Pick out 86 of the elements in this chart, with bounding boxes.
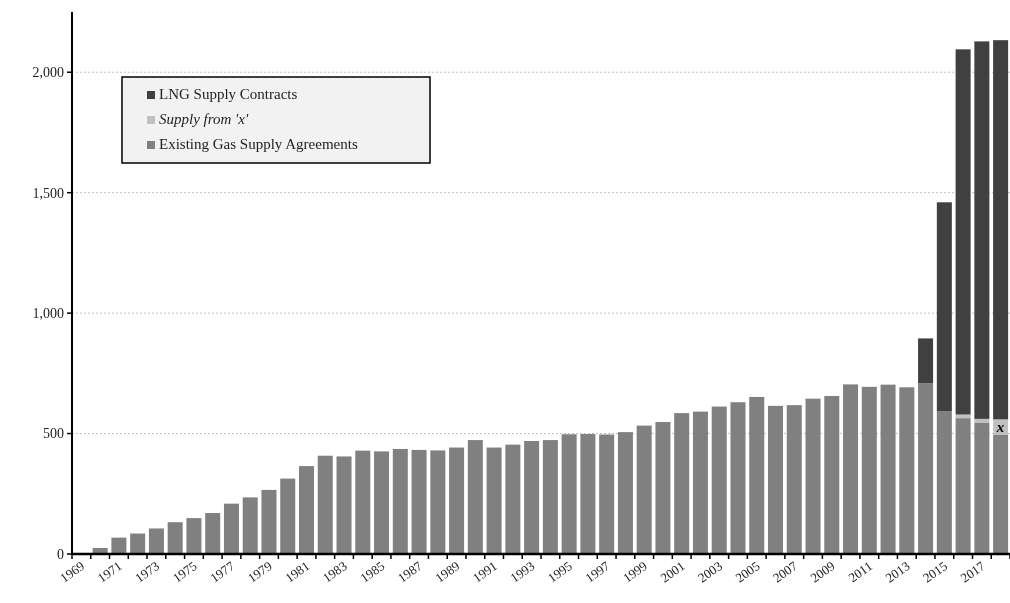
legend-label: LNG Supply Contracts	[159, 86, 298, 102]
y-tick-label: 2,000	[32, 65, 64, 81]
bar	[974, 41, 990, 419]
bar	[261, 489, 277, 554]
bar	[392, 448, 408, 554]
y-tick-label: 500	[43, 426, 64, 442]
bar	[505, 444, 521, 554]
bar	[280, 478, 296, 554]
legend-label: Supply from 'x'	[159, 111, 249, 127]
bar	[974, 422, 990, 554]
bar	[223, 503, 239, 554]
bar	[974, 418, 990, 423]
bar	[580, 434, 596, 554]
bar	[561, 434, 577, 554]
bar	[918, 338, 934, 384]
bar	[711, 406, 727, 554]
y-tick-label: 1,000	[32, 306, 64, 322]
bar	[824, 395, 840, 554]
x-tick-label: 1973	[132, 558, 163, 586]
bar	[242, 497, 258, 554]
bar	[299, 466, 314, 554]
bar	[786, 405, 802, 554]
x-tick-label: 2009	[807, 558, 838, 586]
bar	[655, 421, 671, 554]
x-tick-label: 2005	[732, 558, 763, 586]
bar	[542, 440, 558, 554]
bar	[599, 434, 615, 554]
bar	[861, 386, 877, 554]
x-tick-label: 1985	[357, 558, 388, 586]
bar	[130, 533, 146, 554]
x-tick-label: 2015	[920, 558, 951, 586]
bar	[993, 40, 1009, 420]
x-tick-label: 1989	[432, 558, 463, 586]
bar	[148, 528, 164, 554]
x-tick-label: 1981	[282, 558, 313, 586]
legend-label: Existing Gas Supply Agreements	[159, 136, 358, 152]
x-tick-label: 2007	[770, 557, 801, 586]
x-tick-label: 1993	[507, 558, 538, 586]
bar	[918, 383, 934, 554]
x-tick-label: 1999	[620, 558, 650, 586]
bar	[936, 202, 952, 412]
bar	[955, 49, 971, 415]
x-tick-label: 1991	[469, 558, 500, 586]
bar	[749, 396, 765, 554]
bar	[205, 513, 221, 554]
bar	[955, 418, 971, 554]
bar	[936, 411, 952, 554]
bar	[374, 451, 390, 554]
x-tick-label: 1987	[394, 557, 426, 586]
bar	[486, 447, 502, 554]
bar	[317, 455, 333, 554]
x-tick-label: 1975	[169, 558, 200, 586]
x-tick-label: 2013	[882, 558, 913, 586]
x-tick-label: 2017	[957, 557, 988, 586]
bar	[674, 413, 690, 554]
bar	[843, 384, 859, 554]
annotation: x	[995, 419, 1005, 436]
bar	[411, 449, 427, 554]
bar	[730, 402, 746, 554]
bar	[467, 440, 483, 554]
x-tick-label: 2003	[695, 558, 725, 586]
bar	[692, 411, 708, 554]
bar	[768, 405, 783, 554]
bar	[111, 537, 127, 554]
x-tick-label: 2011	[845, 558, 876, 586]
x-tick-label: 1995	[544, 558, 575, 586]
x-tick-label: 1977	[207, 557, 238, 586]
x-tick-label: 2001	[657, 558, 688, 586]
bar	[430, 450, 446, 554]
x-tick-label: 1979	[244, 558, 275, 586]
bar	[524, 441, 540, 554]
y-tick-label: 1,500	[32, 185, 64, 201]
x-tick-label: 1997	[582, 557, 613, 586]
bar	[880, 384, 896, 554]
bar	[805, 398, 821, 554]
bar	[167, 522, 183, 554]
bar	[355, 450, 371, 554]
bar	[636, 425, 652, 554]
bar	[617, 432, 633, 554]
bar	[336, 456, 352, 554]
x-tick-label: 1983	[319, 558, 350, 586]
bar	[449, 447, 465, 554]
bar	[993, 435, 1009, 554]
bar	[899, 387, 915, 554]
bar	[186, 518, 202, 554]
x-tick-label: 1971	[94, 558, 125, 586]
